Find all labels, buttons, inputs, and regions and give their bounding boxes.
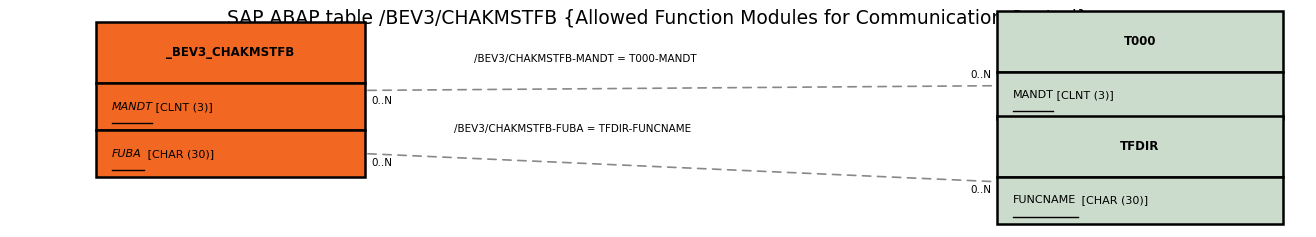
Text: FUNCNAME: FUNCNAME bbox=[1012, 196, 1075, 205]
Text: 0..N: 0..N bbox=[970, 185, 991, 195]
FancyBboxPatch shape bbox=[996, 72, 1283, 118]
Text: [CHAR (30)]: [CHAR (30)] bbox=[145, 149, 215, 159]
FancyBboxPatch shape bbox=[996, 177, 1283, 224]
Text: SAP ABAP table /BEV3/CHAKMSTFB {Allowed Function Modules for Communication Contr: SAP ABAP table /BEV3/CHAKMSTFB {Allowed … bbox=[228, 9, 1088, 27]
FancyBboxPatch shape bbox=[996, 116, 1283, 177]
FancyBboxPatch shape bbox=[96, 83, 365, 130]
Text: T000: T000 bbox=[1124, 35, 1157, 48]
Text: [CHAR (30)]: [CHAR (30)] bbox=[1078, 196, 1148, 205]
Text: /BEV3/CHAKMSTFB-MANDT = T000-MANDT: /BEV3/CHAKMSTFB-MANDT = T000-MANDT bbox=[474, 54, 696, 64]
Text: 0..N: 0..N bbox=[970, 70, 991, 80]
Text: [CLNT (3)]: [CLNT (3)] bbox=[1053, 90, 1115, 100]
Text: [CLNT (3)]: [CLNT (3)] bbox=[153, 102, 213, 112]
Text: 0..N: 0..N bbox=[371, 96, 392, 106]
Text: MANDT: MANDT bbox=[1012, 90, 1053, 100]
Text: _BEV3_CHAKMSTFB: _BEV3_CHAKMSTFB bbox=[166, 46, 295, 59]
Text: 0..N: 0..N bbox=[371, 158, 392, 168]
FancyBboxPatch shape bbox=[996, 11, 1283, 72]
Text: TFDIR: TFDIR bbox=[1120, 140, 1159, 153]
FancyBboxPatch shape bbox=[96, 23, 365, 83]
Text: /BEV3/CHAKMSTFB-FUBA = TFDIR-FUNCNAME: /BEV3/CHAKMSTFB-FUBA = TFDIR-FUNCNAME bbox=[454, 124, 692, 134]
Text: MANDT: MANDT bbox=[112, 102, 153, 112]
FancyBboxPatch shape bbox=[96, 130, 365, 177]
Text: FUBA: FUBA bbox=[112, 149, 141, 159]
